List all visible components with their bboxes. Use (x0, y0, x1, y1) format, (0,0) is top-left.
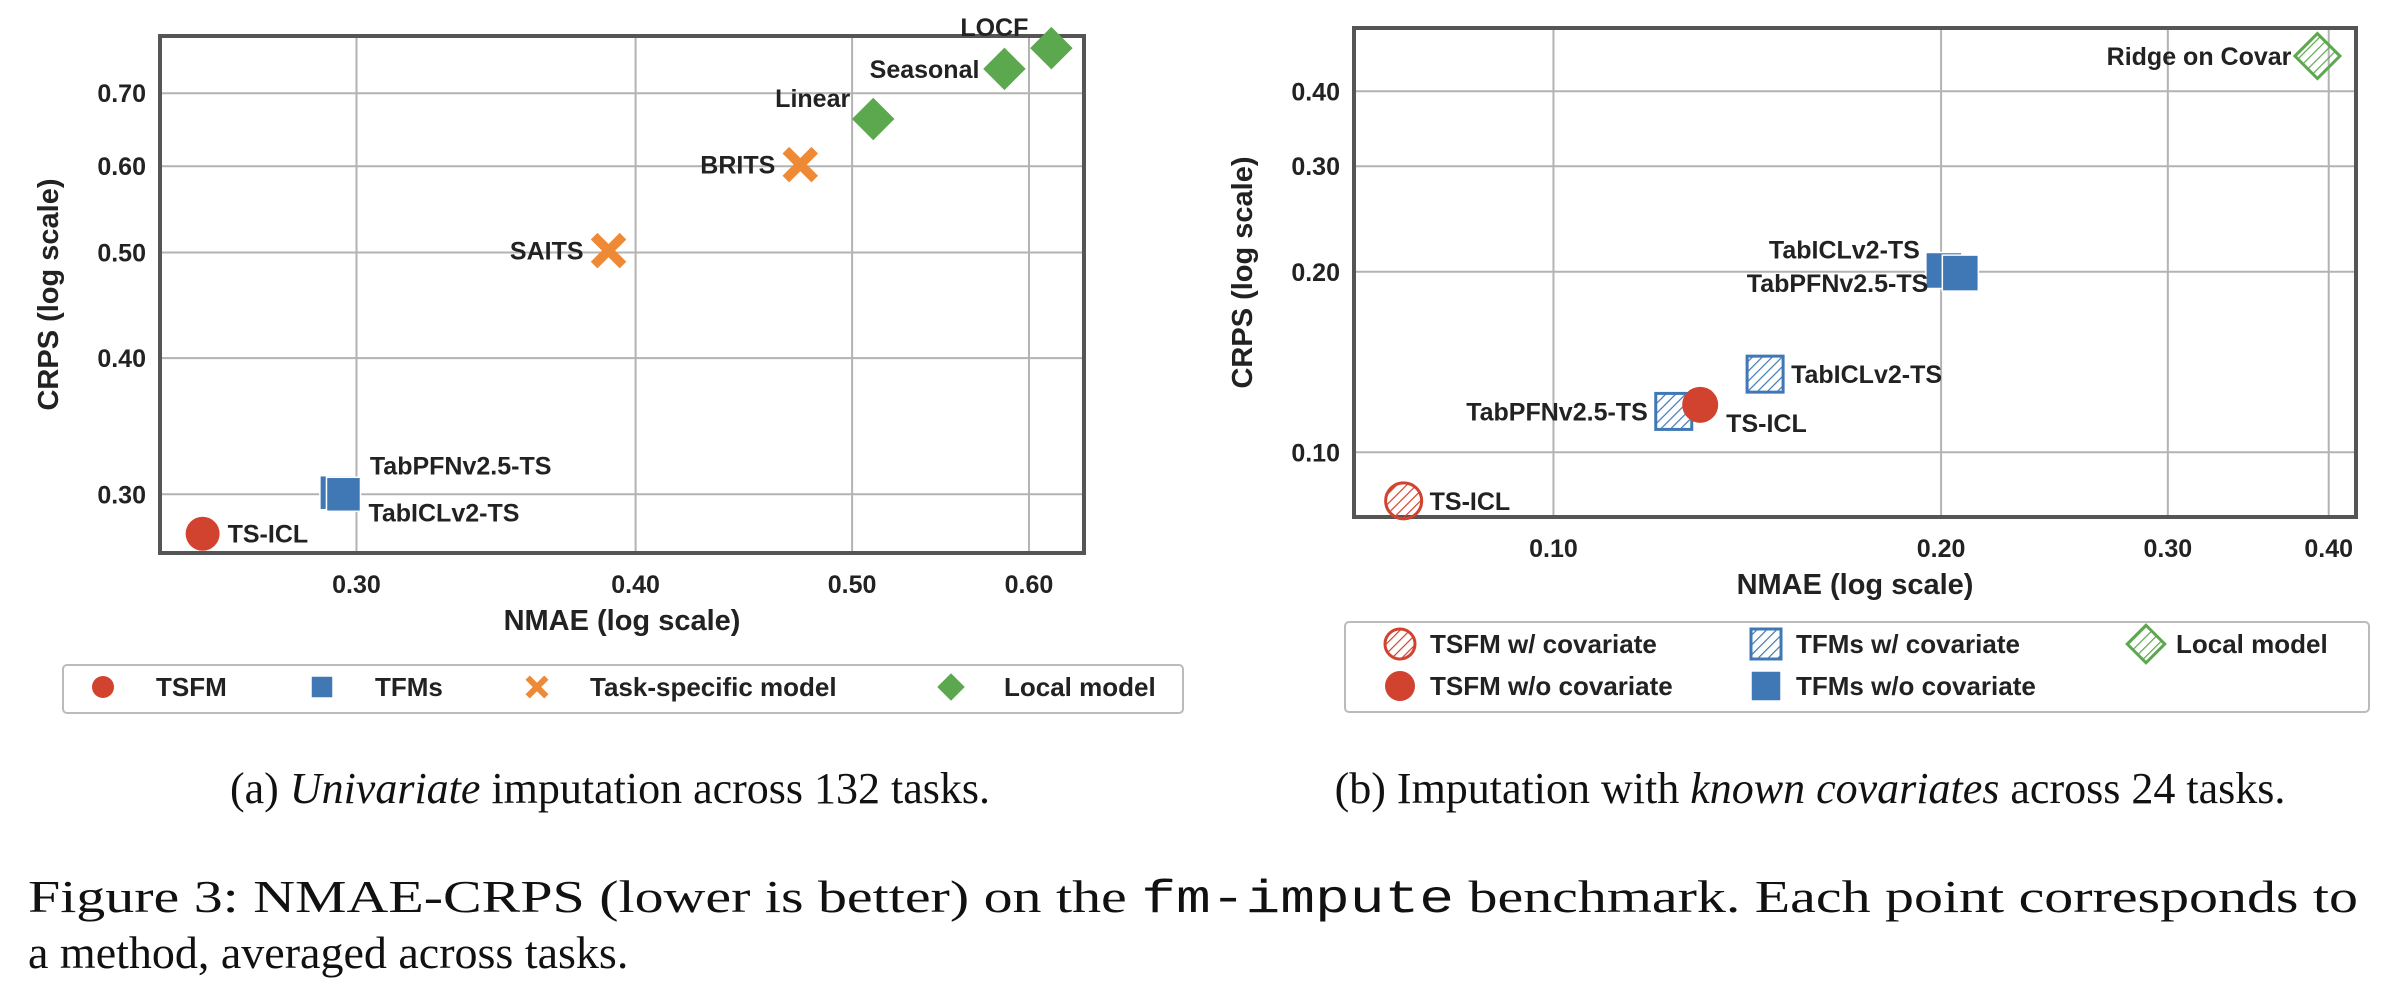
legend-box (62, 664, 1184, 714)
point-marker (1384, 481, 1424, 521)
legend-label: TSFM (156, 672, 227, 702)
point-marker (983, 47, 1026, 91)
y-tick-label: 0.30 (1291, 153, 1340, 181)
point-marker (851, 97, 895, 141)
legend-label: Local model (2176, 629, 2328, 659)
legend-marker (1750, 670, 1782, 702)
point-label: TabPFNv2.5-TS (370, 453, 552, 481)
plot-frame (158, 34, 1086, 555)
y-tick-label: 0.60 (97, 153, 146, 181)
figure-caption-line1: Figure 3: NMAE-CRPS (lower is better) on… (28, 871, 2358, 926)
legend-marker (2125, 623, 2167, 665)
caption-b-suffix: across 24 tasks. (1999, 764, 2285, 813)
x-tick-label: 0.40 (2304, 535, 2353, 563)
point-marker (1745, 354, 1785, 394)
legend: TSFM TFMs Task-specific model Local model (62, 664, 1184, 714)
legend-label: TFMs w/o covariate (1796, 671, 2036, 701)
point-label: TabICLv2-TS (1791, 361, 1942, 389)
legend-label: TSFM w/ covariate (1430, 629, 1657, 659)
figure-caption-text-2: benchmark. Each point corresponds to (1454, 871, 2358, 922)
legend-label: Task-specific model (590, 672, 837, 702)
legend-marker (92, 676, 114, 698)
chart-univariate: 0.30 0.40 0.50 0.60 0.30 0.40 0.50 0.60 0.70 NMAE… (33, 14, 1184, 714)
y-tick-label: 0.10 (1291, 439, 1340, 467)
legend-marker (937, 673, 965, 701)
x-tick-label: 0.60 (1005, 571, 1054, 599)
y-tick-label: 0.40 (1291, 78, 1340, 106)
point-marker (1941, 254, 1980, 292)
legend-marker (525, 675, 549, 699)
x-tick-label: 0.30 (332, 571, 381, 599)
y-tick-label: 0.40 (97, 345, 146, 373)
caption-b-prefix: (b) Imputation with (1335, 764, 1691, 813)
point-label: SAITS (510, 238, 584, 266)
legend-label: TSFM w/o covariate (1430, 671, 1673, 701)
y-tick-label: 0.70 (97, 80, 146, 108)
y-tick-label: 0.50 (97, 240, 146, 268)
y-axis-label: CRPS (log scale) (1227, 156, 1259, 388)
point-marker (590, 232, 627, 269)
point-label: TS-ICL (1430, 488, 1511, 516)
point-label: Seasonal (870, 56, 980, 84)
point-marker-stroke-2 (782, 146, 819, 183)
point-label: Ridge on Covar (2107, 43, 2292, 71)
point-label: LOCF (960, 14, 1028, 42)
y-tick-label: 0.20 (1291, 259, 1340, 287)
chart-covariates: 0.10 0.20 0.30 0.40 0.10 0.20 0.30 0.40 NMAE (lo… (1227, 26, 2370, 713)
legend-marker (1749, 627, 1783, 661)
point-marker (2292, 31, 2343, 81)
caption-a: (a) Univariate imputation across 132 tas… (230, 764, 990, 813)
caption-b: (b) Imputation with known covariates acr… (1335, 764, 2286, 813)
point-marker (185, 516, 220, 551)
figure-caption-code: fm-impute (1141, 874, 1454, 926)
legend-label: TFMs w/ covariate (1796, 629, 2020, 659)
caption-a-emph: Univariate (290, 764, 481, 813)
legend-label: Local model (1004, 672, 1156, 702)
caption-a-suffix: imputation across 132 tasks. (480, 764, 990, 813)
legend-marker (310, 675, 334, 699)
legend-box (1344, 621, 2370, 713)
legend-marker-stroke-2 (525, 675, 549, 699)
figure-caption-text: Figure 3: NMAE-CRPS (lower is better) on… (28, 871, 1141, 922)
x-tick-label: 0.50 (828, 571, 877, 599)
point-label: TS-ICL (1726, 410, 1807, 438)
x-tick-label: 0.30 (2143, 535, 2192, 563)
caption-b-emph: known covariates (1690, 764, 1999, 813)
y-tick-label: 0.30 (97, 481, 146, 509)
point-label: TS-ICL (228, 521, 309, 549)
x-tick-label: 0.40 (611, 571, 660, 599)
point-label: TabPFNv2.5-TS (1747, 270, 1929, 298)
point-label: Linear (775, 85, 850, 113)
point-marker (1030, 26, 1073, 70)
point-marker (325, 476, 362, 513)
legend: TSFM w/ covariate TFMs w/ covariate Local … (1344, 621, 2370, 713)
legend-marker (1383, 627, 1417, 661)
figure-caption-line2: a method, averaged across tasks. (28, 927, 628, 978)
plot-frame (1352, 26, 2358, 519)
point-marker (1682, 386, 1719, 423)
caption-a-prefix: (a) (230, 764, 290, 813)
legend-label: TFMs (375, 672, 443, 702)
point-label: BRITS (700, 152, 775, 180)
point-marker-stroke-2 (590, 232, 627, 269)
y-axis-label: CRPS (log scale) (33, 178, 65, 410)
point-label: TabICLv2-TS (1769, 236, 1920, 264)
x-axis-label: NMAE (log scale) (504, 605, 741, 637)
point-label: TabPFNv2.5-TS (1466, 398, 1648, 426)
point-label: TabICLv2-TS (368, 499, 519, 527)
x-tick-label: 0.20 (1917, 535, 1966, 563)
x-axis-label: NMAE (log scale) (1737, 569, 1974, 601)
point-marker (782, 146, 819, 183)
x-tick-label: 0.10 (1529, 535, 1578, 563)
legend-marker (1385, 671, 1415, 701)
